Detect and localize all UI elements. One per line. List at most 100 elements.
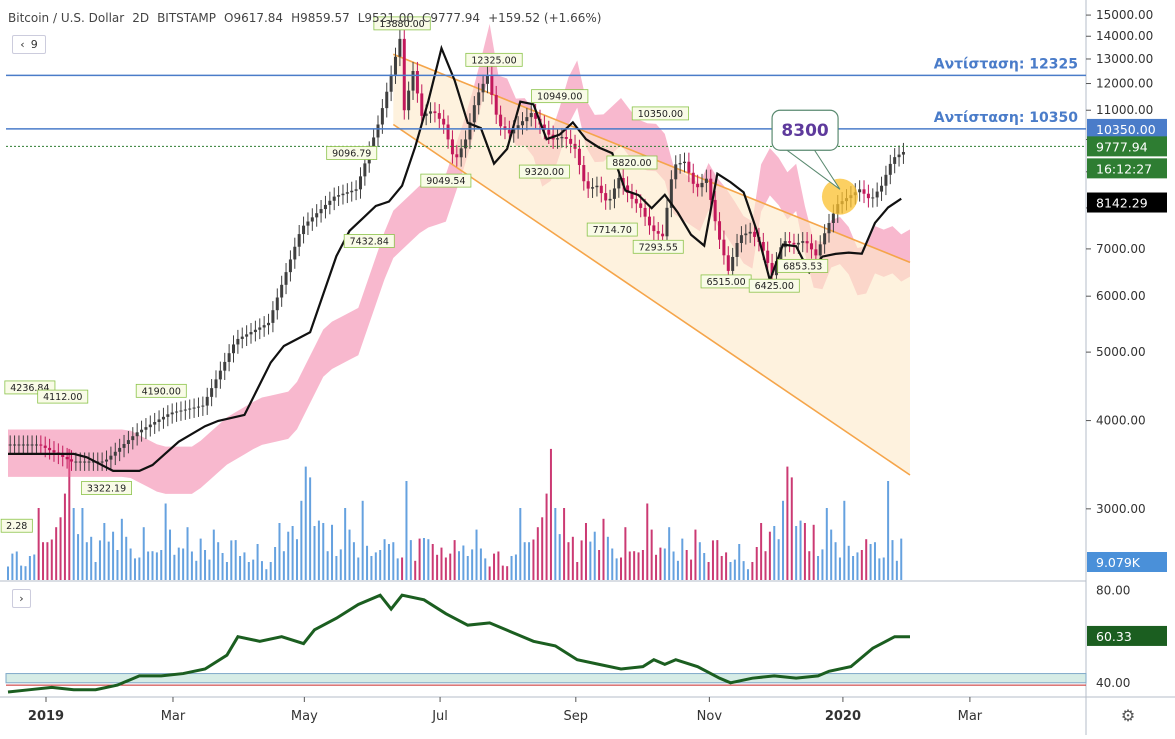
volume-bar [768,531,771,580]
volume-bar [348,529,351,580]
volume-bar [716,540,719,580]
y-tick-label: 12000.00 [1096,77,1153,91]
volume-bar [786,466,789,580]
x-tick-label: Nov [697,709,723,724]
candle-body [407,90,411,111]
oscillator-badge-box [1087,625,1167,646]
y-tick-label: 13000.00 [1096,52,1153,66]
candle-body [218,370,222,380]
price-tag-label: 7714.70 [593,225,632,236]
volume-bar [129,548,132,580]
candle-body [718,221,722,240]
volume-bar [247,562,250,580]
volume-bar [860,550,863,580]
volume-bar [295,539,298,580]
volume-bar [186,527,189,580]
volume-bar [650,529,653,580]
volume-bar [239,556,242,580]
candle-body [893,157,897,164]
candle-body [118,447,122,452]
volume-bar [558,534,561,580]
chevron-right-icon: › [19,592,24,605]
volume-bar [103,523,106,580]
candle-body [700,182,704,188]
volume-bar [374,552,377,580]
volume-bar [68,448,71,580]
ichimoku-cloud [8,23,910,494]
candle-body [871,197,875,199]
price-tag-label: 4236.84 [10,383,49,394]
candle-body [683,161,686,164]
price-tag-label: 13880.00 [379,19,424,30]
volume-bar [392,542,395,580]
candle-body [788,241,792,243]
volume-bar [431,544,434,580]
candle-body [481,83,485,93]
candle-body [249,332,253,335]
volume-bar [742,561,745,580]
volume-bar [694,529,697,580]
candle-body [696,183,700,188]
price-tag-label: 4112.00 [43,392,82,403]
baseline-line [8,44,902,472]
price-tag-label: 10350.00 [638,109,683,120]
volume-bar [755,547,758,580]
volume-bar [655,554,658,580]
volume-bar [584,523,587,580]
volume-bar [668,527,671,580]
candle-body [591,187,595,189]
volume-bar [33,554,36,580]
oscillator-badge: 60.33 [1096,629,1132,644]
volume-bar [799,520,802,580]
pane-menu[interactable] [1160,0,1174,6]
candle-body [21,444,25,446]
candle-body [17,444,21,446]
volume-bar [339,549,342,580]
candle-body [61,454,65,457]
candle-body [814,249,818,256]
volume-bar [387,544,390,580]
volume-bar [94,562,97,580]
price-tag-label: 6515.00 [706,277,745,288]
candle-body [389,74,393,92]
volume-bar [462,545,465,580]
last-price-badge-box [1087,136,1167,157]
volume-bar [873,542,876,580]
volume-bar [563,508,566,580]
candle-body [415,71,419,94]
candle-body [862,189,866,194]
volume-bar [269,562,272,580]
oscillator-line [7,593,910,694]
volume-bar [212,529,215,580]
pane-expand-button[interactable]: › [12,589,31,608]
candle-body [201,405,205,407]
volume-bar [803,523,806,580]
candle-body [761,242,765,251]
candle-body [582,165,586,182]
candle-body [275,297,279,311]
volume-bar [260,561,263,580]
candle-body [586,181,590,189]
volume-bar [729,562,732,580]
y-tick-label: 7000.00 [1096,242,1146,256]
candle-body [766,250,770,263]
indicator-toggle[interactable]: ‹ 9 [12,35,46,54]
volume-bar [852,556,855,580]
candle-body [774,261,778,276]
candle-body [520,121,524,126]
volume-bar [764,551,767,580]
volume-bar [475,529,478,580]
candle-body [48,447,52,451]
volume-bar [422,538,425,580]
settings-gear-icon[interactable]: ⚙ [1118,705,1138,725]
candle-body [354,189,358,191]
volume-bar [887,481,890,580]
resistance-label: Αντίσταση: 12325 [934,56,1078,72]
volume-bar [602,518,605,580]
ohlc-open: O9617.84 [224,11,284,25]
volume-bar [427,539,430,580]
volume-bar [274,547,277,580]
candle-body [350,190,354,193]
